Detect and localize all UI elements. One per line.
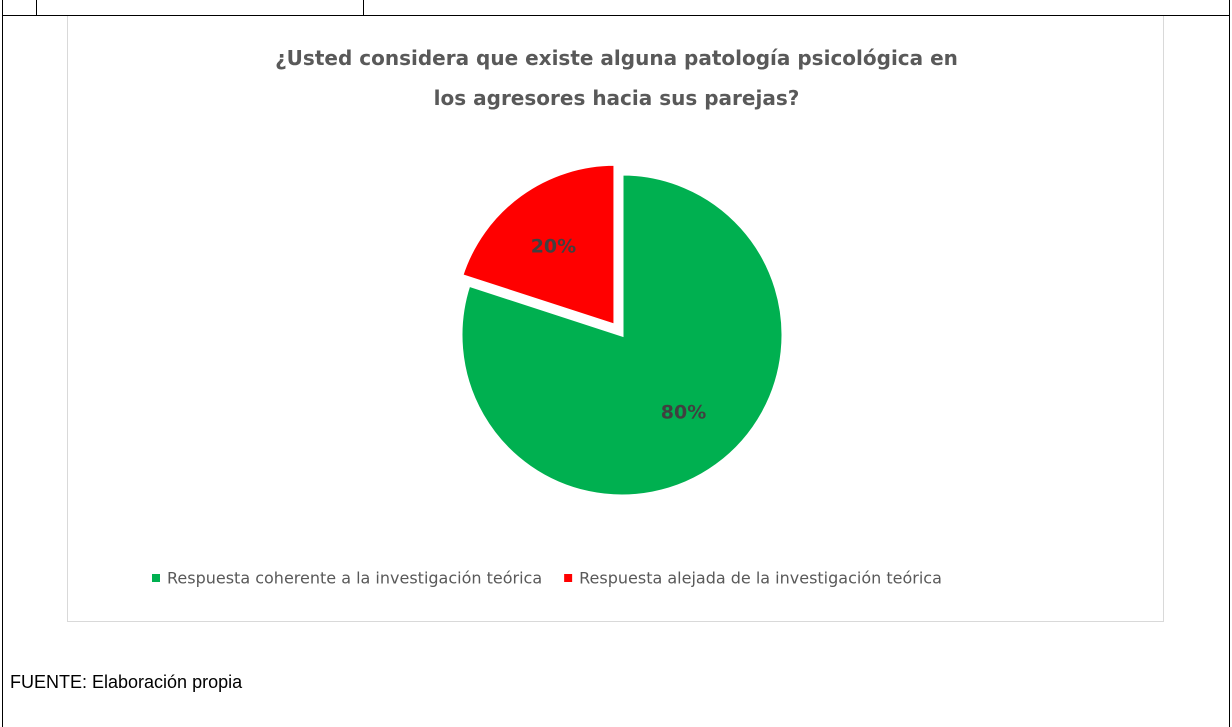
pie-slice — [459, 162, 617, 328]
table-border — [2, 0, 3, 727]
chart-title: ¿Usted considera que existe alguna patol… — [275, 46, 958, 110]
legend-swatch — [564, 574, 573, 582]
pie-slice — [459, 172, 785, 498]
data-label: 20% — [531, 236, 576, 258]
legend-swatch — [152, 574, 160, 582]
source-note: FUENTE: Elaboración propia — [10, 672, 243, 692]
table-border — [36, 0, 37, 16]
legend-label: Respuesta coherente a la investigación t… — [167, 569, 542, 588]
chart-area: ¿Usted considera que existe alguna patol… — [67, 16, 1164, 622]
table-border — [363, 0, 364, 16]
table-border — [2, 15, 1230, 16]
chart: 80% 20% Respuesta coherente a la investiga… — [152, 162, 942, 588]
table-border — [1229, 0, 1230, 727]
legend-label: Respuesta alejada de la investigación te… — [579, 569, 942, 588]
data-label: 80% — [661, 402, 706, 424]
title-wrap: ¿Usted considera que existe alguna patol… — [68, 38, 1165, 118]
